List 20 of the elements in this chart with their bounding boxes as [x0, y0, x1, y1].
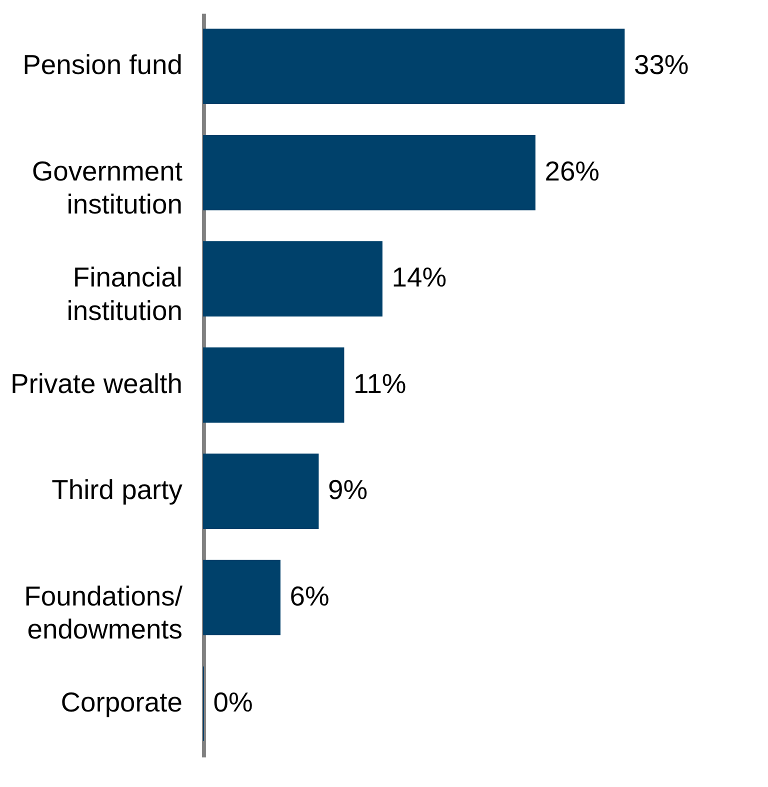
data-label: 26% [544, 155, 600, 186]
y-tick-label: Foundations/ endowments [24, 580, 183, 645]
y-tick-label: Corporate [60, 686, 182, 718]
bar [203, 560, 280, 636]
bar [203, 28, 625, 104]
y-tick-label: Private wealth [10, 368, 182, 399]
bar [203, 134, 536, 210]
bar [203, 241, 382, 316]
data-label: 14% [392, 262, 447, 293]
data-label: 9% [328, 474, 368, 506]
bar [203, 454, 319, 529]
y-tick-label: Government institution [32, 155, 183, 220]
bar [203, 347, 344, 423]
y-tick-label: Financial institution [66, 262, 182, 326]
y-tick-label: Pension fund [22, 49, 182, 80]
data-label: 11% [354, 368, 406, 399]
y-tick-label: Third party [52, 474, 183, 506]
data-label: 33% [634, 49, 689, 80]
data-label: 6% [290, 580, 330, 612]
data-label: 0% [213, 686, 253, 718]
